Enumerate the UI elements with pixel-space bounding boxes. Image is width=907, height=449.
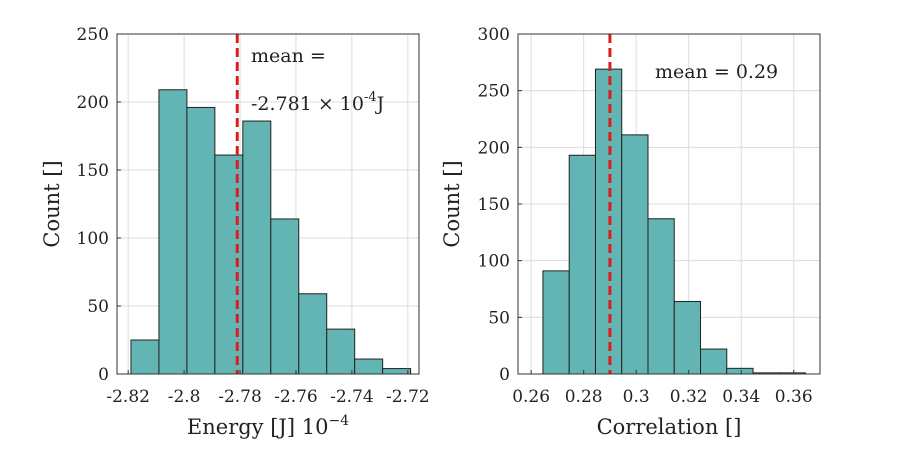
correlation-y-tick-label: 150 [478,195,510,215]
correlation-histogram-bar [621,134,649,375]
energy-y-tick-label: 150 [77,161,109,181]
energy-x-tick-label: -2.8 [168,387,201,407]
energy-y-tick-label: 0 [98,365,109,385]
correlation-mean-annotation: mean = 0.29 [655,61,778,83]
correlation-x-ticks: 0.26 0.28 0.3 0.32 0.34 0.36 [512,370,813,407]
correlation-histogram-bar [673,300,702,375]
correlation-y-tick-label: 200 [478,138,510,158]
energy-x-axis-label: Energy [J] 10−4 [187,413,349,439]
energy-histogram-bar [242,120,272,375]
correlation-histogram-bar [542,270,570,375]
correlation-histogram-bar [700,348,728,375]
energy-x-tick-label: -2.74 [330,387,374,407]
energy-histogram-bar [130,339,160,375]
energy-histogram-bar [186,106,216,375]
energy-plot-frame [116,33,420,375]
correlation-x-tick-label: 0.34 [722,387,760,407]
energy-y-tick-label: 200 [77,93,109,113]
energy-histogram-bar [354,358,384,375]
correlation-histogram-bar [568,154,596,375]
energy-histogram-bar [382,368,412,375]
energy-histogram-bar [158,89,188,375]
correlation-x-tick-label: 0.28 [565,387,603,407]
correlation-x-tick-label: 0.36 [775,387,813,407]
correlation-y-ticks: 0 50 100 150 200 250 300 [478,25,522,385]
correlation-y-tick-label: 50 [488,308,510,328]
correlation-histogram-bar [726,367,754,375]
correlation-y-tick-label: 0 [499,365,510,385]
energy-histogram-bar [298,293,328,375]
correlation-x-tick-label: 0.3 [623,387,650,407]
energy-y-tick-label: 250 [77,25,109,45]
energy-y-axis-label: Count [] [40,160,64,247]
energy-histogram-panel: 0 50 100 150 200 250 -2.82 -2.8 -2.78 -2.76 -2.74… [40,25,430,439]
energy-mean-annotation-line2: -2.781 × 10-4J [251,90,384,115]
correlation-y-axis-label: Count [] [440,160,464,247]
correlation-y-tick-label: 300 [478,25,510,45]
energy-mean-annotation-line1: mean = [251,45,326,67]
energy-x-tick-label: -2.76 [274,387,318,407]
energy-x-tick-label: -2.78 [218,387,262,407]
energy-x-ticks: -2.82 -2.8 -2.78 -2.76 -2.74 -2.72 [106,370,430,407]
energy-y-tick-label: 100 [77,229,109,249]
energy-histogram-bar [326,328,356,375]
correlation-y-tick-label: 100 [478,252,510,272]
correlation-y-tick-label: 250 [478,82,510,102]
correlation-x-axis-label: Correlation [] [597,415,742,439]
correlation-x-tick-label: 0.26 [512,387,550,407]
energy-histogram-bar [270,218,300,375]
energy-y-ticks: 0 50 100 150 200 250 [77,25,121,385]
energy-y-tick-label: 50 [87,297,109,317]
correlation-histogram-bar [647,218,675,375]
correlation-x-tick-label: 0.32 [670,387,708,407]
energy-x-tick-label: -2.82 [106,387,150,407]
energy-x-tick-label: -2.72 [386,387,430,407]
